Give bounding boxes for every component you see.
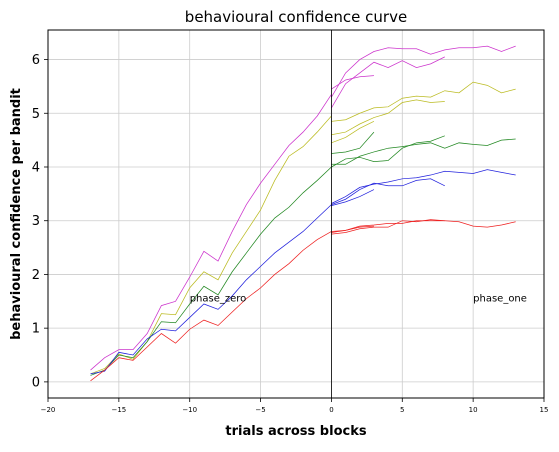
x-tick-label: −20 [41,406,56,414]
x-axis-label: trials across blocks [225,424,366,439]
series-line-3 [90,204,332,375]
series-line-14 [331,169,516,204]
series-line-1 [90,115,332,375]
series-line-4 [90,231,332,382]
y-tick-label: 2 [32,268,40,283]
series-line-17 [331,220,516,232]
series-line-12 [331,135,445,168]
series-line-5 [331,45,516,98]
x-tick-label: −15 [111,406,126,414]
x-tick-label: 5 [400,406,404,414]
series-line-19 [331,225,374,233]
series-line-2 [90,166,332,376]
series-line-0 [90,94,332,371]
series-line-8 [331,81,516,122]
series-line-11 [331,138,516,165]
annotation-1: phase_one [473,293,527,304]
axes-layer: −20 −15 −10 −5 0 5 10 15 0 1 2 3 4 5 6 [32,29,549,414]
series-line-6 [331,56,445,109]
y-tick-label: 0 [32,375,40,390]
y-tick-label: 4 [32,160,40,175]
series-line-10 [331,120,375,144]
series-line-9 [331,99,445,136]
annotation-0: phase_zero [190,293,247,304]
x-tick-label: 0 [329,406,333,414]
x-tick-label: 15 [540,406,549,414]
y-tick-label: 5 [32,107,40,122]
y-axis-label: behavioural confidence per bandit [9,88,24,340]
series-line-18 [331,219,445,235]
y-tick-label: 1 [32,322,40,337]
x-tick-label: −5 [255,406,265,414]
y-tick-label: 3 [32,214,40,229]
series-line-7 [331,75,374,90]
plot-frame [47,29,545,399]
chart-title: behavioural confidence curve [185,8,407,26]
x-tick-label: 10 [469,406,478,414]
series-line-16 [331,189,375,207]
annotation-layer: phase_zero phase_one [190,293,527,304]
x-tick-label: −10 [182,406,197,414]
series-layer [90,45,516,382]
series-line-13 [331,131,375,154]
series-line-15 [331,178,445,205]
y-tick-label: 6 [32,53,40,68]
